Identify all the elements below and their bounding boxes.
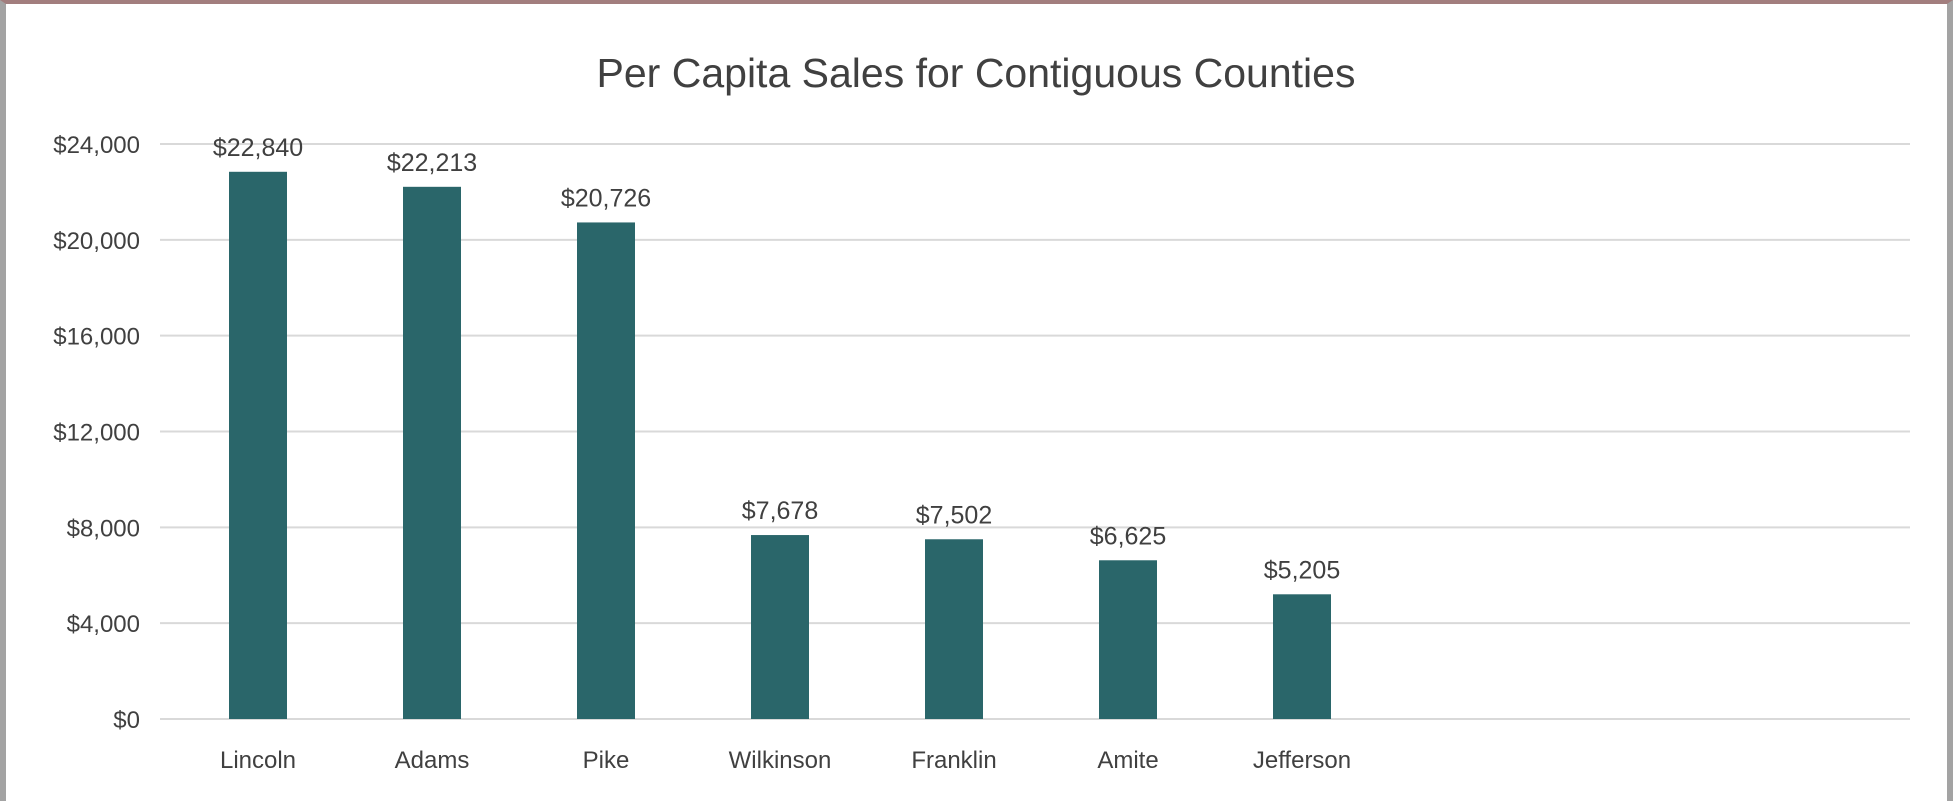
bar-wilkinson <box>751 535 809 719</box>
data-label: $6,625 <box>1090 522 1166 550</box>
x-category-label: Lincoln <box>220 747 296 774</box>
x-axis-category-labels: Lincoln Adams Pike Wilkinson Franklin Amite Je… <box>220 747 1351 774</box>
y-tick-label: $0 <box>113 707 140 734</box>
x-category-label: Adams <box>395 747 470 774</box>
y-tick-label: $8,000 <box>67 515 140 542</box>
data-label: $20,726 <box>561 184 651 212</box>
data-label: $22,840 <box>213 134 303 162</box>
y-tick-label: $24,000 <box>53 132 140 159</box>
bar-lincoln <box>229 171 287 719</box>
bar-jefferson <box>1273 594 1331 719</box>
data-label: $22,213 <box>387 149 477 177</box>
bar-franklin <box>925 539 983 719</box>
y-tick-label: $4,000 <box>67 611 140 638</box>
x-category-label: Jefferson <box>1253 747 1351 774</box>
x-category-label: Amite <box>1097 747 1158 774</box>
y-tick-label: $12,000 <box>53 420 140 447</box>
x-category-label: Wilkinson <box>729 747 832 774</box>
bar-amite <box>1099 560 1157 719</box>
bar-pike <box>577 222 635 720</box>
chart-title: Per Capita Sales for Contiguous Counties <box>597 50 1356 96</box>
data-label: $7,502 <box>916 501 992 529</box>
data-label: $7,678 <box>742 497 818 525</box>
x-category-label: Franklin <box>911 747 996 774</box>
y-tick-label: $20,000 <box>53 228 140 255</box>
x-category-label: Pike <box>583 747 630 774</box>
data-label: $5,205 <box>1264 556 1340 584</box>
y-axis-tick-labels: $0 $4,000 $8,000 $12,000 $16,000 $20,000 $24,0… <box>53 132 140 734</box>
data-labels: $22,840 $22,213 $20,726 $7,678 $7,502 $6,625 $… <box>213 134 1340 585</box>
bar-adams <box>403 186 461 719</box>
y-tick-label: $16,000 <box>53 324 140 351</box>
bars <box>229 171 1331 720</box>
